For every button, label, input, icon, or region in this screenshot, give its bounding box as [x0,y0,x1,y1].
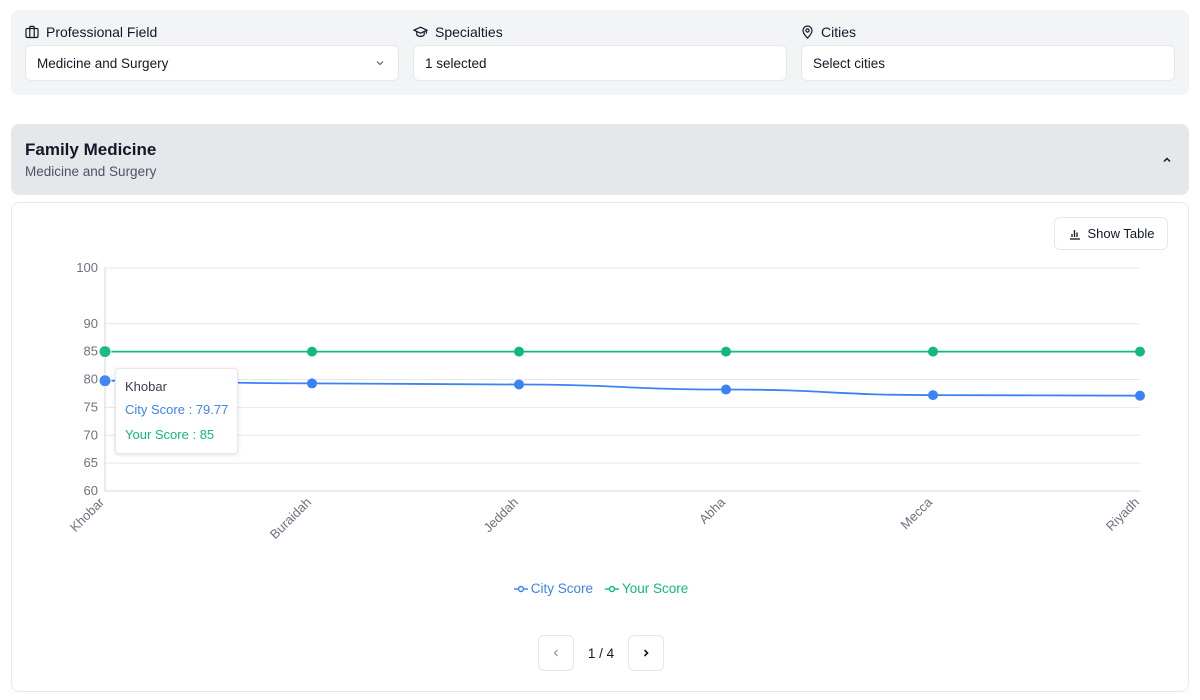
chevron-down-icon [376,61,384,66]
cities-multiselect[interactable]: Select cities [801,45,1175,81]
bar-chart-icon [1069,230,1080,240]
data-point-your-score [307,346,317,357]
data-point-city-score [514,379,524,390]
page-indicator: 1 / 4 [587,645,615,661]
specialties-multiselect[interactable]: 1 selected [413,45,787,81]
chevron-up-icon [1163,157,1171,163]
chevron-right-icon [643,649,649,657]
data-point-your-score [721,346,731,357]
x-tick-label: Buraidah [267,495,314,542]
x-tick-label: Khobar [67,494,108,535]
data-point-city-score [307,378,317,389]
y-tick-label: 80 [84,372,98,387]
data-point-city-score [721,384,731,395]
professional-field-label: Professional Field [25,22,157,42]
legend-item-your-score[interactable]: Your Score [604,581,688,596]
specialty-accordion-header[interactable]: Family Medicine Medicine and Surgery [11,124,1189,195]
y-tick-label: 90 [84,316,98,331]
data-point-city-score [98,374,112,388]
data-point-your-score [1135,346,1145,357]
x-tick-label: Abha [696,494,729,527]
line-chart: 60 65 70 75 80 85 90 100 Khobar Buraidah Jeddah Abh… [67,260,1145,542]
specialties-label: Specialties [413,22,503,42]
y-tick-label: 60 [84,483,98,498]
legend-item-city-score[interactable]: City Score [513,581,593,596]
y-tick-label: 70 [84,427,98,442]
y-tick-label: 85 [84,344,98,359]
filter-bar: Professional Field Medicine and Surgery … [11,10,1189,95]
y-tick-label: 100 [76,260,98,275]
data-point-city-score [928,390,938,401]
chart-card: Show Table 60 65 70 75 80 85 90 100 Khobar Buraid… [11,202,1189,692]
data-point-your-score [514,346,524,357]
x-tick-label: Riyadh [1103,495,1142,534]
graduation-cap-icon [413,26,428,38]
x-tick-label: Jeddah [480,495,521,536]
tooltip-city-score: City Score : 79.77 [125,402,229,417]
data-point-city-score [1135,390,1145,401]
data-point-your-score [98,345,112,359]
map-pin-icon [802,25,813,39]
x-tick-label: Mecca [897,494,935,532]
chevron-left-icon [553,649,558,657]
briefcase-icon [25,25,39,39]
chart-tooltip: Khobar City Score : 79.77 Your Score : 8… [115,368,238,454]
y-tick-label: 75 [84,399,98,414]
cities-label: Cities [801,22,856,42]
next-page-button[interactable] [628,635,664,671]
specialty-title: Family Medicine [25,140,157,159]
y-tick-label: 65 [84,455,98,470]
specialty-subtitle: Medicine and Surgery [25,164,157,179]
prev-page-button[interactable] [538,635,574,671]
tooltip-city: Khobar [125,379,167,394]
chart-legend: City Score Your Score [12,581,1190,596]
legend-line-marker-icon [513,585,528,592]
show-table-button[interactable]: Show Table [1054,217,1168,250]
legend-line-marker-icon [604,585,619,592]
professional-field-select[interactable]: Medicine and Surgery [25,45,399,81]
collapse-button[interactable] [1159,152,1175,168]
pagination: 1 / 4 [538,635,664,671]
data-point-your-score [928,346,938,357]
tooltip-your-score: Your Score : 85 [125,427,215,442]
series-line-city-score [104,379,1141,397]
